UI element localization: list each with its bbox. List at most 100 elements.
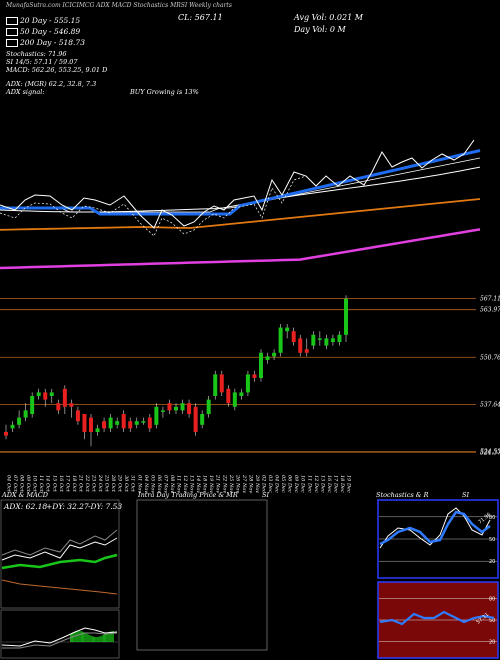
candle-body	[344, 298, 348, 335]
candle-body	[10, 424, 15, 429]
candle-body	[206, 399, 211, 414]
candle-body	[167, 403, 172, 411]
x-tick-label: 12 Dec	[313, 475, 319, 493]
macd-histogram-bar	[105, 633, 106, 642]
candle-body	[108, 417, 113, 429]
intraday-si-label: SI	[262, 491, 270, 499]
macd-histogram-bar	[86, 633, 88, 642]
intraday-panel-frame	[136, 499, 268, 651]
macd-histogram-bar	[112, 631, 114, 642]
x-tick-label: 14 Nov	[195, 475, 201, 493]
candle-body	[147, 417, 152, 429]
candle-body	[291, 331, 296, 342]
macd-panel-frame	[0, 609, 120, 659]
x-tick-label: 08 Nov	[169, 475, 175, 493]
macd-histogram-bar	[109, 631, 111, 642]
candle-body	[62, 388, 67, 407]
macd-histogram-bar	[104, 634, 105, 642]
candle-body	[200, 414, 205, 425]
x-tick-label: 04 Oct	[6, 475, 12, 493]
adx-panel-title: ADX & MACD	[2, 491, 48, 499]
x-tick-label: 16 Dec	[326, 475, 332, 493]
x-tick-label: 14 Oct	[45, 475, 51, 493]
x-tick-label: 11 Dec	[306, 475, 312, 493]
x-tick-label: 21 Oct	[77, 474, 83, 493]
macd-histogram-bar	[94, 636, 95, 642]
macd-histogram-bar	[79, 631, 81, 642]
macd-histogram-bar	[107, 632, 109, 642]
candle-body	[36, 392, 41, 396]
adx-signal-value: BUY Growing is 13%	[130, 88, 199, 96]
x-tick-label: 03 Dec	[267, 475, 273, 493]
x-tick-label: 10 Oct	[32, 475, 38, 493]
candle-body	[95, 428, 100, 432]
x-tick-label: 24 Oct	[97, 474, 103, 493]
macd-histogram-bar	[73, 632, 75, 642]
candle-body	[160, 410, 165, 412]
candle-body	[265, 356, 270, 360]
stoch-panel-title: Stochastics & R	[376, 491, 429, 499]
avg-volume: Avg Vol: 0.021 M	[294, 13, 363, 22]
macd-histogram-bar	[111, 631, 113, 642]
candle-body	[272, 352, 277, 357]
rsi-level-label: 50	[489, 618, 495, 624]
macd-histogram-bar	[110, 631, 112, 642]
price-level-label: 550.76	[480, 354, 500, 361]
x-tick-label: 06 Nov	[156, 475, 162, 493]
macd-histogram-bar	[78, 631, 80, 642]
si-readout: SI 14/5: 57.11 / 59.07	[6, 58, 78, 66]
macd-histogram-bar	[108, 632, 110, 642]
ema20-readout: 20 Day - 555.15	[6, 16, 80, 25]
x-tick-label: 17 Dec	[332, 475, 338, 493]
candle-body	[278, 327, 283, 353]
ema-orange-line	[0, 198, 481, 231]
x-tick-label: 05 Dec	[280, 475, 286, 493]
macd-histogram-bar	[96, 636, 98, 642]
candle-body	[4, 432, 8, 436]
rsi-level-label: 20	[489, 640, 495, 646]
macd-histogram-bar	[75, 631, 77, 642]
x-tick-label: 11 Nov	[176, 475, 182, 493]
candle-body	[259, 352, 263, 378]
x-tick-label: 11 Oct	[38, 475, 44, 493]
candle-body	[304, 349, 309, 353]
x-tick-label: 10 Dec	[300, 475, 306, 493]
close-price: CL: 567.11	[178, 13, 223, 22]
adx-signal-label: ADX signal:	[6, 88, 45, 96]
candle-body	[121, 414, 126, 429]
candle-body	[49, 392, 54, 396]
x-tick-label: 09 Dec	[293, 475, 299, 493]
x-tick-label: 07 Oct	[12, 475, 18, 493]
macd-histogram-bar	[74, 631, 76, 642]
x-tick-label: 21 Nov	[215, 474, 221, 493]
candle-body	[317, 338, 322, 340]
x-tick-label: 22 Oct	[84, 474, 90, 493]
macd-readout: MACD: 562.26, 553.25, 9.01 D	[6, 66, 108, 74]
x-tick-label: 19 Nov	[208, 475, 214, 493]
candle-body	[219, 374, 224, 393]
price-level-label: 567.11	[480, 295, 500, 302]
macd-histogram-bar	[106, 633, 108, 642]
candle-body	[226, 388, 231, 404]
x-tick-label: 12 Nov	[182, 475, 188, 493]
x-tick-label: 31 Oct	[130, 475, 136, 493]
candle-body	[154, 406, 159, 425]
candle-body	[311, 334, 316, 346]
macd-histogram-bar	[92, 636, 93, 642]
macd-histogram-bar	[99, 636, 101, 642]
macd-histogram-bar	[82, 631, 83, 642]
chart-title: MunafaSutra.com ICICIMCG ADX MACD Stocha…	[6, 2, 232, 9]
x-tick-label: 26 Nov	[234, 474, 240, 493]
x-tick-label: 16 Oct	[58, 475, 64, 493]
rsi-line	[379, 610, 495, 626]
candle-body	[337, 334, 342, 342]
ema50-readout: 50 Day - 546.89	[6, 27, 80, 36]
stoch-k-line	[379, 507, 491, 549]
candle-body	[180, 403, 185, 411]
macd-histogram-bar	[85, 632, 87, 642]
candle-body	[43, 392, 48, 400]
plus-dy-value: +DY: 32.27	[46, 502, 89, 511]
stoch-si-label: SI	[462, 491, 470, 499]
candle-body	[141, 421, 146, 423]
